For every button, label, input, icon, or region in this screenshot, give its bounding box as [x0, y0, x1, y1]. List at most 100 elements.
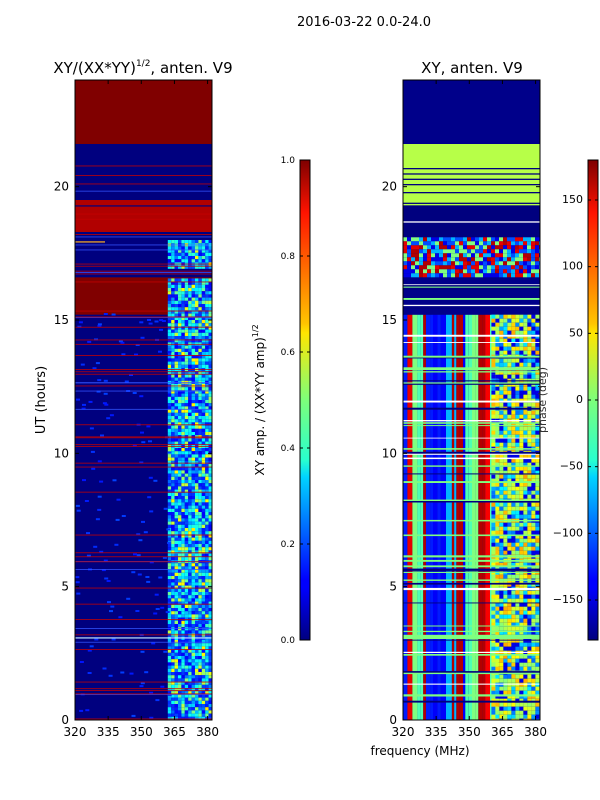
right-cell [491, 642, 496, 647]
left-cell [188, 246, 192, 250]
left-cell [184, 694, 189, 698]
left-line [75, 265, 212, 267]
left-cell [171, 374, 175, 378]
left-cell [171, 425, 175, 429]
left-line [75, 619, 212, 620]
left-cell [171, 256, 175, 260]
right-cell [511, 362, 516, 367]
left-cell [201, 672, 206, 676]
right-white-line [403, 221, 540, 223]
right-cell [527, 702, 532, 707]
right-cell [491, 550, 496, 555]
left-cell [167, 579, 172, 583]
left-cell [208, 361, 212, 365]
right-cell [511, 370, 516, 375]
right-upper-cell [423, 265, 427, 270]
right-upper-cell [495, 253, 499, 258]
left-cell [174, 409, 178, 413]
right-cell [515, 606, 520, 611]
right-cell [527, 362, 532, 367]
left-cell [167, 681, 172, 685]
right-cell [523, 486, 528, 491]
left-cell [184, 332, 189, 336]
left-cell [178, 515, 182, 519]
right-cell [527, 506, 532, 511]
right-cell [503, 490, 508, 495]
right-xtick-label: 365 [491, 725, 514, 739]
left-cell [167, 249, 172, 253]
left-cell [191, 355, 195, 359]
left-cell [178, 672, 182, 676]
left-cell [188, 569, 192, 573]
left-cell [205, 355, 209, 359]
left-cell [184, 572, 189, 576]
right-cell [491, 546, 496, 551]
right-cell [527, 466, 532, 471]
left-cell [191, 540, 195, 544]
right-cell [503, 330, 508, 335]
right-cell [531, 362, 536, 367]
left-cell [171, 361, 175, 365]
left-cell [191, 454, 195, 458]
left-cell [208, 579, 212, 583]
left-cell [174, 422, 178, 426]
right-cell [515, 506, 520, 511]
right-cell [499, 658, 504, 663]
left-cell [171, 579, 175, 583]
left-cell [205, 476, 209, 480]
right-cell [515, 486, 520, 491]
right-upper-cell [527, 265, 531, 270]
left-cell [205, 320, 209, 324]
left-cell [184, 300, 189, 304]
left-cell [181, 620, 185, 624]
left-cell [167, 476, 172, 480]
right-cell [499, 622, 504, 627]
left-line [75, 326, 212, 328]
right-cell [499, 702, 504, 707]
left-cell [178, 473, 182, 477]
colorbar-tick-label: −100 [553, 526, 583, 539]
left-cell [208, 531, 212, 535]
right-cell [531, 674, 536, 679]
right-cell [495, 314, 500, 319]
right-cell [499, 338, 504, 343]
left-cell [208, 476, 212, 480]
left-cell [184, 307, 189, 311]
right-line [403, 625, 540, 627]
left-cell [205, 684, 209, 688]
right-cell [491, 594, 496, 599]
left-cell [198, 675, 202, 679]
left-cell [174, 652, 178, 656]
right-cell [491, 618, 496, 623]
right-cell [507, 550, 512, 555]
right-cell [503, 562, 508, 567]
left-cell [174, 556, 178, 560]
right-upper-cell [511, 249, 515, 254]
right-cell [507, 654, 512, 659]
right-cell [511, 454, 516, 459]
left-cell [167, 256, 172, 260]
left-cell [171, 281, 175, 285]
right-line [403, 559, 540, 562]
right-cell [535, 422, 540, 427]
left-cell [181, 611, 185, 615]
left-cell [201, 323, 206, 327]
left-sep-1 [75, 189, 212, 191]
left-speck [110, 605, 115, 608]
left-cell [205, 544, 209, 548]
right-cell [511, 618, 516, 623]
left-cell [201, 502, 206, 506]
left-cell [181, 534, 185, 538]
left-cell [205, 300, 209, 304]
left-cell [201, 518, 206, 522]
right-cell [507, 402, 512, 407]
left-cell [201, 460, 206, 464]
left-cell [201, 454, 206, 458]
right-cell [523, 614, 528, 619]
right-cell [527, 322, 532, 327]
colorbar-tick-label: 100 [562, 260, 583, 273]
left-cell [188, 393, 192, 397]
right-cell [531, 410, 536, 415]
right-cell [527, 666, 532, 671]
left-cell [208, 582, 212, 586]
